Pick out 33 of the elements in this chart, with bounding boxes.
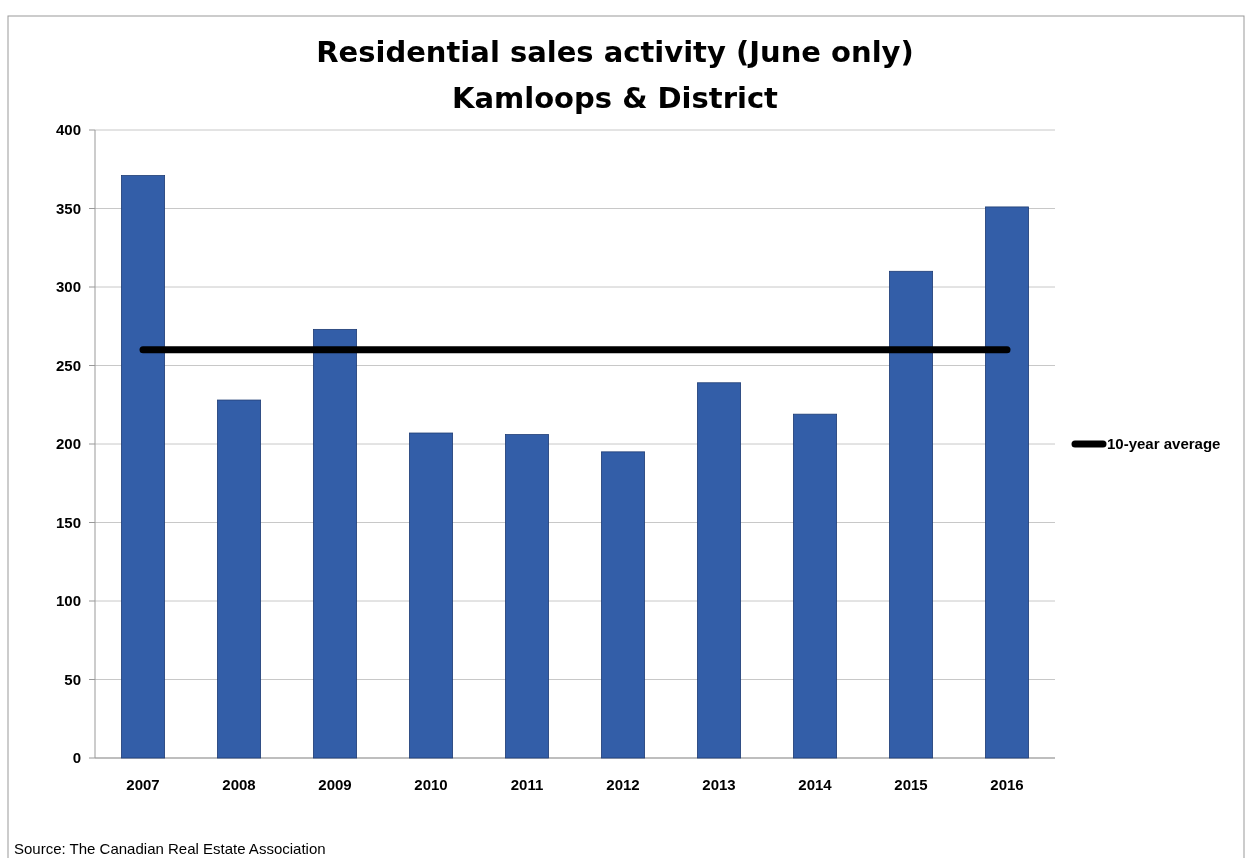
bar xyxy=(409,432,453,759)
bar xyxy=(793,413,837,759)
y-tick-label: 100 xyxy=(55,592,81,610)
bar xyxy=(505,434,549,759)
bar xyxy=(889,270,933,759)
x-tick-label: 2016 xyxy=(990,776,1024,793)
y-tick-label: 350 xyxy=(55,199,81,217)
x-tick-label: 2008 xyxy=(222,776,256,793)
x-tick-label: 2011 xyxy=(510,776,544,793)
bar xyxy=(601,451,645,759)
x-tick-label: 2014 xyxy=(798,776,833,793)
bar xyxy=(313,328,357,759)
y-tick-label: 0 xyxy=(72,749,81,767)
chart-subtitle: Kamloops & District xyxy=(452,81,779,115)
x-tick-label: 2009 xyxy=(318,776,352,793)
bar xyxy=(217,399,261,759)
source-note: Source: The Canadian Real Estate Association xyxy=(14,840,326,857)
chart-title: Residential sales activity (June only) xyxy=(316,35,914,69)
y-tick-label: 300 xyxy=(55,278,81,296)
bar xyxy=(121,175,165,759)
x-tick-label: 2013 xyxy=(702,776,736,793)
y-tick-label: 250 xyxy=(55,356,81,374)
x-tick-label: 2015 xyxy=(894,776,928,793)
x-tick-label: 2010 xyxy=(414,776,448,793)
legend-label: 10-year average xyxy=(1107,435,1221,453)
x-tick-label: 2012 xyxy=(606,776,640,793)
x-tick-label: 2007 xyxy=(126,776,160,793)
y-tick-label: 150 xyxy=(55,513,81,531)
y-tick-label: 200 xyxy=(55,435,81,453)
y-tick-label: 50 xyxy=(64,670,81,688)
bar xyxy=(697,382,741,759)
y-tick-label: 400 xyxy=(55,121,81,139)
bar xyxy=(985,206,1029,759)
